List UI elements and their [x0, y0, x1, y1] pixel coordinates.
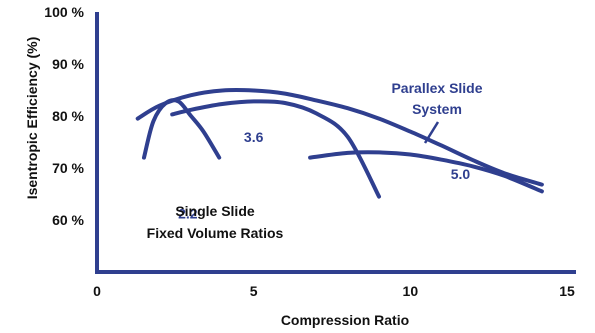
curve-label-3-6: 3.6 — [244, 129, 264, 145]
curve-label-5-0: 5.0 — [451, 166, 471, 182]
y-tick-label: 70 % — [52, 160, 84, 176]
x-axis-title: Compression Ratio — [281, 312, 409, 328]
x-tick-label: 5 — [250, 283, 258, 299]
curve-labels: 2.2 3.6 5.0 — [178, 129, 470, 221]
parallex-label-line1: Parallex Slide — [391, 80, 482, 96]
curve-2-2 — [142, 98, 222, 160]
y-tick-label: 90 % — [52, 56, 84, 72]
curves — [135, 88, 544, 199]
curve-3-6 — [170, 99, 381, 199]
axes — [95, 12, 576, 274]
fixed-volume-ratios-label: Fixed Volume Ratios — [147, 225, 284, 241]
curve-parallex-slide-system — [135, 88, 544, 187]
parallex-leader-line — [423, 121, 440, 144]
curve-label-2-2: 2.2 — [178, 205, 198, 221]
y-tick-label: 60 % — [52, 212, 84, 228]
y-axis-title: Isentropic Efficiency (%) — [24, 37, 40, 200]
x-tick-label: 15 — [559, 283, 575, 299]
curve-5-0 — [308, 150, 544, 194]
y-tick-label: 80 % — [52, 108, 84, 124]
x-tick-label: 0 — [93, 283, 101, 299]
y-tick-label: 100 % — [44, 4, 84, 20]
single-slide-label: Single Slide — [175, 203, 255, 219]
parallex-label-line2: System — [412, 101, 462, 117]
tick-labels: 0 5 10 15 60 % 70 % 80 % 90 % 100 % — [44, 4, 575, 299]
x-tick-label: 10 — [403, 283, 419, 299]
